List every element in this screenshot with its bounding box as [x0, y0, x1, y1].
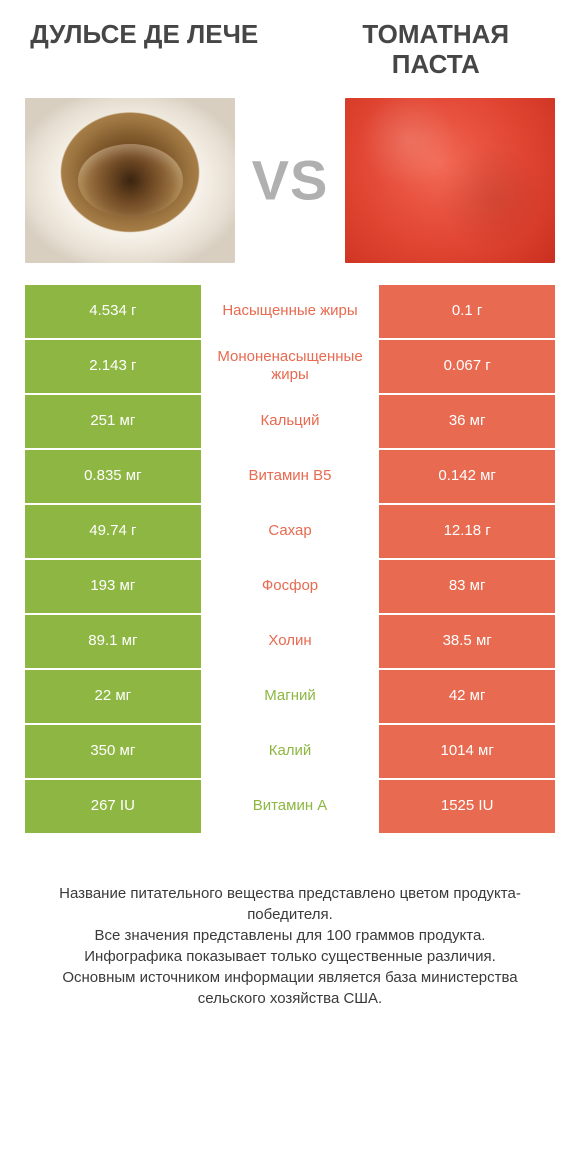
left-product-title: ДУЛЬСЕ ДЕ ЛЕЧЕ: [25, 20, 264, 80]
right-product-title: ТОМАТНАЯ ПАСТА: [317, 20, 556, 80]
footer-line: Название питательного вещества представл…: [35, 883, 545, 925]
nutrient-label: Холин: [203, 615, 378, 668]
footer-line: Основным источником информации является …: [35, 967, 545, 1009]
table-row: 193 мгФосфор83 мг: [25, 560, 555, 613]
vs-label: VS: [252, 148, 329, 213]
table-row: 350 мгКалий1014 мг: [25, 725, 555, 778]
table-row: 49.74 гСахар12.18 г: [25, 505, 555, 558]
nutrient-label: Насыщенные жиры: [203, 285, 378, 338]
right-value: 42 мг: [379, 670, 555, 723]
left-value: 193 мг: [25, 560, 201, 613]
table-row: 22 мгМагний42 мг: [25, 670, 555, 723]
footer-line: Инфографика показывает только существенн…: [35, 946, 545, 967]
nutrient-label: Витамин A: [203, 780, 378, 833]
left-product-image: [25, 98, 235, 263]
left-value: 89.1 мг: [25, 615, 201, 668]
comparison-table: 4.534 гНасыщенные жиры0.1 г2.143 гМононе…: [25, 285, 555, 833]
nutrient-label: Магний: [203, 670, 378, 723]
nutrient-label: Сахар: [203, 505, 378, 558]
left-value: 22 мг: [25, 670, 201, 723]
table-row: 89.1 мгХолин38.5 мг: [25, 615, 555, 668]
nutrient-label: Мононенасыщенные жиры: [203, 340, 378, 393]
footer-line: Все значения представлены для 100 граммо…: [35, 925, 545, 946]
right-product-image: [345, 98, 555, 263]
left-value: 2.143 г: [25, 340, 201, 393]
left-value: 0.835 мг: [25, 450, 201, 503]
left-value: 267 IU: [25, 780, 201, 833]
right-value: 36 мг: [379, 395, 555, 448]
table-row: 4.534 гНасыщенные жиры0.1 г: [25, 285, 555, 338]
table-row: 267 IUВитамин A1525 IU: [25, 780, 555, 833]
left-value: 49.74 г: [25, 505, 201, 558]
left-value: 251 мг: [25, 395, 201, 448]
right-value: 38.5 мг: [379, 615, 555, 668]
titles-row: ДУЛЬСЕ ДЕ ЛЕЧЕ ТОМАТНАЯ ПАСТА: [25, 20, 555, 80]
right-value: 1014 мг: [379, 725, 555, 778]
nutrient-label: Фосфор: [203, 560, 378, 613]
right-value: 83 мг: [379, 560, 555, 613]
images-row: VS: [25, 98, 555, 263]
left-value: 4.534 г: [25, 285, 201, 338]
table-row: 251 мгКальций36 мг: [25, 395, 555, 448]
left-value: 350 мг: [25, 725, 201, 778]
right-value: 12.18 г: [379, 505, 555, 558]
footer-notes: Название питательного вещества представл…: [25, 883, 555, 1009]
table-row: 0.835 мгВитамин B50.142 мг: [25, 450, 555, 503]
right-value: 0.142 мг: [379, 450, 555, 503]
right-value: 0.067 г: [379, 340, 555, 393]
right-value: 1525 IU: [379, 780, 555, 833]
nutrient-label: Кальций: [203, 395, 378, 448]
right-value: 0.1 г: [379, 285, 555, 338]
nutrient-label: Витамин B5: [203, 450, 378, 503]
table-row: 2.143 гМононенасыщенные жиры0.067 г: [25, 340, 555, 393]
nutrient-label: Калий: [203, 725, 378, 778]
infographic-container: ДУЛЬСЕ ДЕ ЛЕЧЕ ТОМАТНАЯ ПАСТА VS 4.534 г…: [0, 0, 580, 1009]
